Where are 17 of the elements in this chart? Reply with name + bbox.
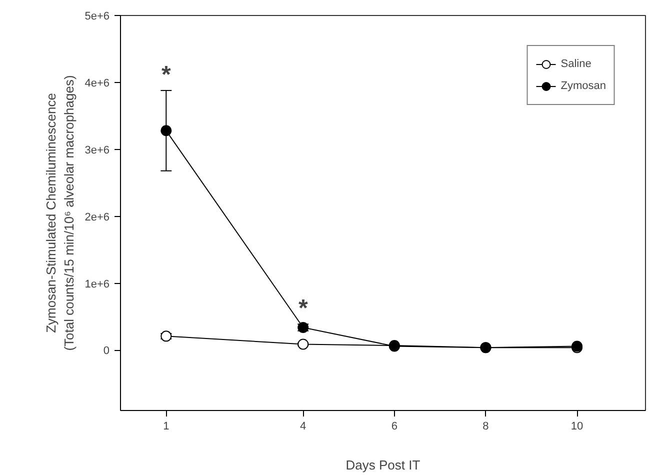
x-tick-label: 8 bbox=[482, 420, 489, 432]
x-axis-title: Days Post IT bbox=[346, 458, 420, 472]
y-tick-label: 3e+6 bbox=[84, 144, 110, 156]
annotation: * bbox=[161, 61, 172, 88]
legend-label: Zymosan bbox=[560, 80, 606, 92]
x-tick-label: 4 bbox=[300, 420, 306, 432]
annotation: * bbox=[298, 295, 308, 322]
x-tick-label: 1 bbox=[163, 420, 170, 432]
y-tick-label: 2e+6 bbox=[84, 211, 110, 224]
y-axis-title: Zymosan-Stimulated Chemiluminescence (Total counts/15 min/10⁶ alveolar macrophages) bbox=[44, 75, 77, 351]
y-tick-label: 4e+6 bbox=[84, 77, 110, 90]
y-tick-label: 1e+6 bbox=[84, 278, 110, 290]
y-tick-label: 5e+6 bbox=[84, 10, 110, 22]
legend-label: Saline bbox=[560, 58, 592, 70]
x-tick-label: 10 bbox=[570, 420, 584, 432]
y-tick-label: 0 bbox=[103, 345, 110, 358]
x-tick-label: 6 bbox=[391, 420, 398, 432]
